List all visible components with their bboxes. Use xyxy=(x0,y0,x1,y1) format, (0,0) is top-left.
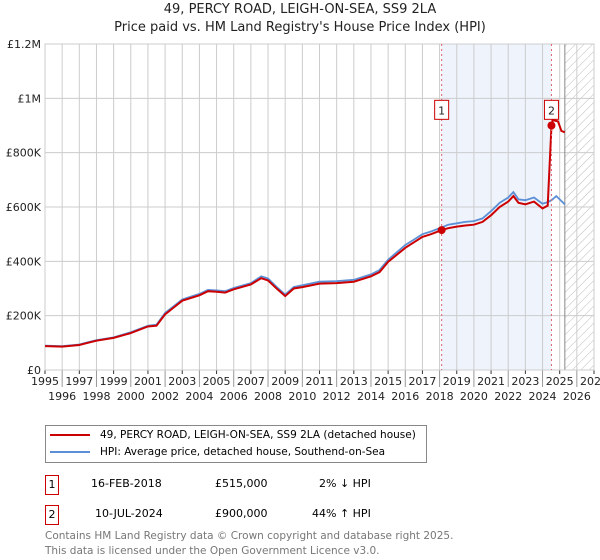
x-tick-label: 2013 xyxy=(340,375,368,388)
x-tick-label: 1998 xyxy=(82,390,110,403)
x-tick-label: 2026 xyxy=(563,390,591,403)
sale-label: 2 xyxy=(548,104,555,117)
x-tick-label: 2011 xyxy=(306,375,334,388)
transaction-price: £900,000 xyxy=(215,507,268,520)
legend: 49, PERCY ROAD, LEIGH-ON-SEA, SS9 2LA (d… xyxy=(45,425,427,463)
chart-title: 49, PERCY ROAD, LEIGH-ON-SEA, SS9 2LA xyxy=(163,2,437,17)
x-tick-label: 2024 xyxy=(529,390,557,403)
y-tick-label: £1.2M xyxy=(7,38,41,51)
x-tick-label: 2007 xyxy=(237,375,265,388)
sale-label-box xyxy=(543,99,559,120)
transaction-row: 2 10-JUL-2024 £900,000 44% ↑ HPI xyxy=(45,505,465,525)
footer-licence: This data is licensed under the Open Gov… xyxy=(45,545,380,557)
transaction-number: 1 xyxy=(45,475,59,495)
x-tick-label: 2001 xyxy=(134,375,162,388)
x-tick-label: 2002 xyxy=(151,390,179,403)
y-tick-label: £1M xyxy=(18,92,42,105)
legend-label-property: 49, PERCY ROAD, LEIGH-ON-SEA, SS9 2LA (d… xyxy=(100,429,416,441)
price-chart: 1995 1996 1997 1998 1999 2000 2001 2002 2003 2004… xyxy=(6,38,600,403)
sale-point xyxy=(437,226,446,235)
x-tick-label: 2020 xyxy=(460,390,488,403)
transaction-date: 10-JUL-2024 xyxy=(95,507,163,520)
x-tick-label: 2003 xyxy=(168,375,196,388)
y-tick-label: £800K xyxy=(6,147,42,160)
y-tick-label: £200K xyxy=(6,310,42,323)
x-tick-label: 2012 xyxy=(323,390,351,403)
x-tick-label: 1995 xyxy=(31,375,59,388)
x-tick-label: 2021 xyxy=(477,375,505,388)
x-tick-label: 2000 xyxy=(117,390,145,403)
x-tick-label: 2010 xyxy=(288,390,316,403)
y-tick-label: £600K xyxy=(6,201,42,214)
x-tick-label: 1996 xyxy=(48,390,76,403)
x-tick-label: 2016 xyxy=(391,390,419,403)
footer-copyright: Contains HM Land Registry data © Crown c… xyxy=(45,530,454,542)
x-tick-label: 2009 xyxy=(271,375,299,388)
transaction-price: £515,000 xyxy=(215,477,268,490)
transaction-number: 2 xyxy=(45,505,59,525)
x-tick-label: 2017 xyxy=(408,375,436,388)
x-tick-label: 1997 xyxy=(65,375,93,388)
chart-subtitle: Price paid vs. HM Land Registry's House … xyxy=(114,20,486,35)
legend-swatch-property xyxy=(50,434,90,436)
x-tick-label: 2006 xyxy=(220,390,248,403)
x-tick-label: 2015 xyxy=(374,375,402,388)
sale-point xyxy=(547,121,556,130)
plot-frame xyxy=(44,43,595,371)
x-tick-label: 2022 xyxy=(494,390,522,403)
legend-swatch-hpi xyxy=(50,451,90,453)
x-tick-label: 2008 xyxy=(254,390,282,403)
transaction-row: 1 16-FEB-2018 £515,000 2% ↓ HPI xyxy=(45,475,465,495)
x-tick-label: 2018 xyxy=(426,390,454,403)
sale-label-box xyxy=(434,99,450,120)
x-tick-label: 1999 xyxy=(100,375,128,388)
x-tick-label: 2023 xyxy=(511,375,539,388)
x-tick-label: 2005 xyxy=(203,375,231,388)
sale-label: 1 xyxy=(438,104,445,117)
x-tick-label: 2004 xyxy=(185,390,213,403)
x-tick-label: 2027 xyxy=(580,375,600,388)
x-tick-label: 2014 xyxy=(357,390,385,403)
transaction-hpi: 2% ↓ HPI xyxy=(319,477,371,490)
x-tick-label: 2019 xyxy=(443,375,471,388)
transaction-hpi: 44% ↑ HPI xyxy=(312,507,371,520)
x-tick-label: 2025 xyxy=(546,375,574,388)
y-tick-label: £0 xyxy=(27,364,41,377)
transaction-date: 16-FEB-2018 xyxy=(91,477,162,490)
property-price-line xyxy=(45,118,566,348)
legend-label-hpi: HPI: Average price, detached house, Sout… xyxy=(100,446,386,458)
y-tick-label: £400K xyxy=(6,255,42,268)
